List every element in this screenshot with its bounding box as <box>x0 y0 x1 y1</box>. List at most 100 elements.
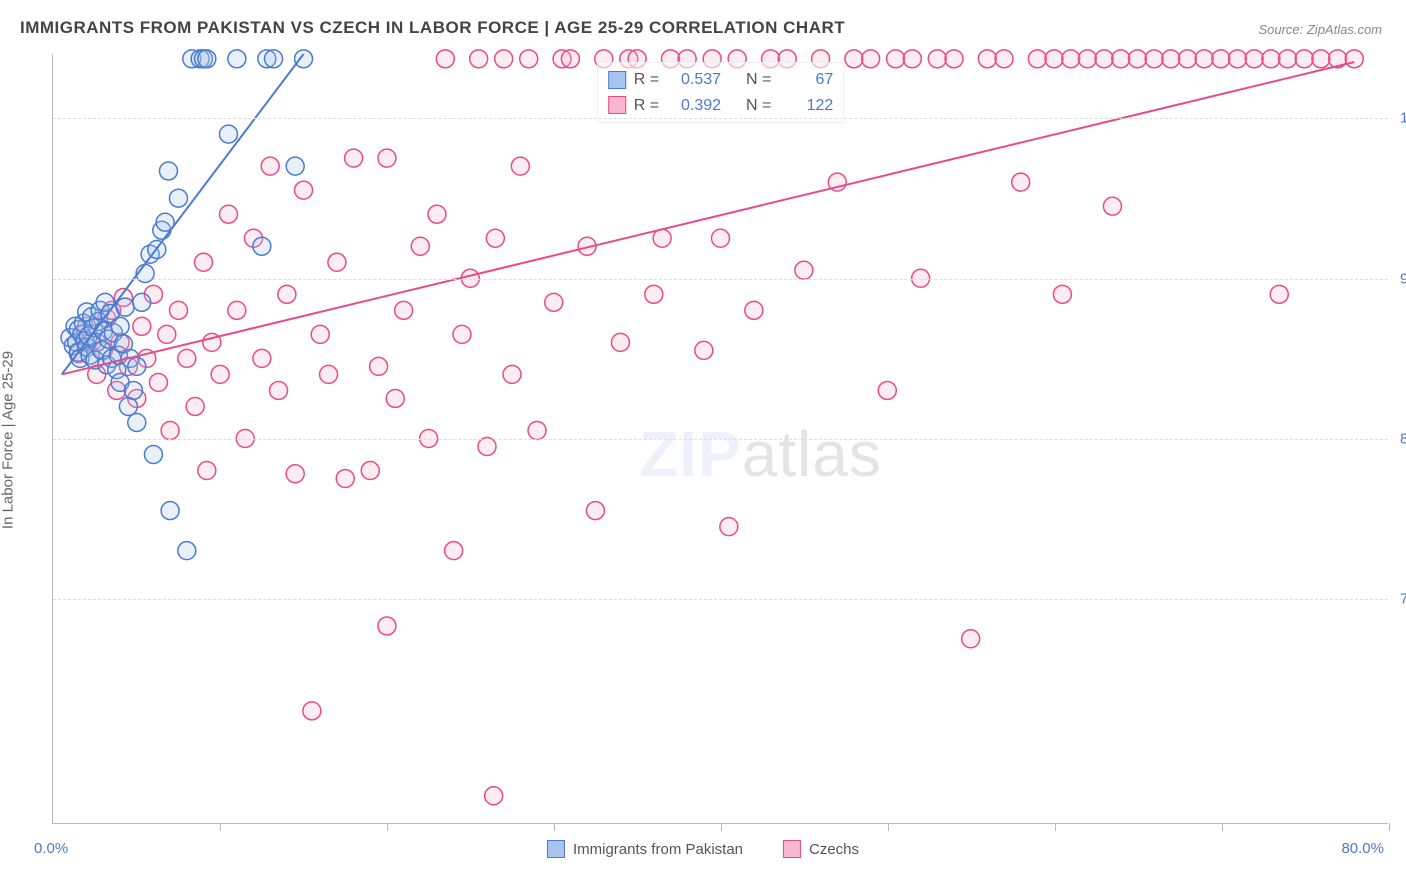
scatter-point <box>1028 50 1046 68</box>
x-tick-mark <box>1055 823 1056 831</box>
scatter-point <box>1045 50 1063 68</box>
scatter-point <box>478 438 496 456</box>
scatter-point <box>485 787 503 805</box>
scatter-point <box>1345 50 1363 68</box>
stat-r-value: 0.537 <box>667 67 721 93</box>
scatter-point <box>995 50 1013 68</box>
scatter-point <box>1212 50 1230 68</box>
scatter-point <box>1262 50 1280 68</box>
x-tick-mark <box>220 823 221 831</box>
gridline <box>53 439 1388 440</box>
scatter-point <box>361 462 379 480</box>
scatter-point <box>149 373 167 391</box>
stat-label: R = <box>634 93 659 119</box>
scatter-point <box>220 205 238 223</box>
x-tick-mark <box>1222 823 1223 831</box>
scatter-point <box>445 542 463 560</box>
scatter-point <box>378 149 396 167</box>
scatter-point <box>1103 197 1121 215</box>
scatter-point <box>116 298 134 316</box>
scatter-point <box>111 317 129 335</box>
scatter-point <box>144 446 162 464</box>
x-axis-min-label: 0.0% <box>34 840 68 857</box>
scatter-point <box>1270 285 1288 303</box>
scatter-point <box>128 413 146 431</box>
scatter-point <box>253 349 271 367</box>
scatter-point <box>586 502 604 520</box>
scatter-point <box>411 237 429 255</box>
scatter-point <box>1053 285 1071 303</box>
stat-label: N = <box>746 93 771 119</box>
scatter-point <box>124 381 142 399</box>
scatter-point <box>528 422 546 440</box>
scatter-point <box>978 50 996 68</box>
scatter-point <box>545 293 563 311</box>
scatter-point <box>1078 50 1096 68</box>
scatter-point <box>928 50 946 68</box>
stat-row: R =0.392 N =122 <box>608 93 834 119</box>
chart-plot-area: R =0.537 N =67R =0.392 N =122 ZIPatlas 7… <box>52 54 1388 824</box>
scatter-point <box>862 50 880 68</box>
scatter-point <box>270 381 288 399</box>
scatter-point <box>311 325 329 343</box>
source-citation: Source: ZipAtlas.com <box>1258 22 1382 37</box>
scatter-point <box>278 285 296 303</box>
scatter-point <box>1195 50 1213 68</box>
scatter-point <box>436 50 454 68</box>
scatter-point <box>1128 50 1146 68</box>
scatter-point <box>345 149 363 167</box>
legend-label: Czechs <box>809 841 859 858</box>
legend-swatch <box>608 71 626 89</box>
y-axis-label: In Labor Force | Age 25-29 <box>0 351 17 529</box>
scatter-point <box>561 50 579 68</box>
gridline <box>53 118 1388 119</box>
legend-item: Immigrants from Pakistan <box>547 840 743 858</box>
scatter-point <box>178 349 196 367</box>
scatter-point <box>198 50 216 68</box>
scatter-point <box>161 502 179 520</box>
scatter-point <box>1095 50 1113 68</box>
scatter-point <box>178 542 196 560</box>
legend-swatch <box>783 840 801 858</box>
scatter-point <box>1112 50 1130 68</box>
scatter-point <box>295 50 313 68</box>
scatter-point <box>378 617 396 635</box>
scatter-point <box>320 365 338 383</box>
chart-title: IMMIGRANTS FROM PAKISTAN VS CZECH IN LAB… <box>20 18 845 38</box>
scatter-point <box>395 301 413 319</box>
y-tick-label: 80.0% <box>1400 431 1406 448</box>
scatter-point <box>186 397 204 415</box>
scatter-point <box>261 157 279 175</box>
scatter-point <box>386 389 404 407</box>
scatter-point <box>962 630 980 648</box>
stat-r-value: 0.392 <box>667 93 721 119</box>
scatter-point <box>1279 50 1297 68</box>
y-tick-label: 90.0% <box>1400 270 1406 287</box>
scatter-point <box>745 301 763 319</box>
scatter-point <box>265 50 283 68</box>
scatter-point <box>428 205 446 223</box>
x-tick-mark <box>387 823 388 831</box>
stat-n-value: 67 <box>779 67 833 93</box>
scatter-point <box>169 301 187 319</box>
scatter-point <box>159 162 177 180</box>
scatter-point <box>253 237 271 255</box>
scatter-point <box>945 50 963 68</box>
y-tick-label: 100.0% <box>1400 110 1406 127</box>
x-axis-max-label: 80.0% <box>1341 840 1384 857</box>
scatter-point <box>1229 50 1247 68</box>
scatter-point <box>1312 50 1330 68</box>
scatter-point <box>228 301 246 319</box>
scatter-point <box>286 157 304 175</box>
scatter-point <box>303 702 321 720</box>
scatter-point <box>1145 50 1163 68</box>
scatter-point <box>336 470 354 488</box>
scatter-point <box>503 365 521 383</box>
scatter-point <box>712 229 730 247</box>
x-tick-mark <box>888 823 889 831</box>
stat-row: R =0.537 N =67 <box>608 67 834 93</box>
scatter-point <box>228 50 246 68</box>
scatter-point <box>903 50 921 68</box>
scatter-point <box>611 333 629 351</box>
scatter-point <box>128 357 146 375</box>
